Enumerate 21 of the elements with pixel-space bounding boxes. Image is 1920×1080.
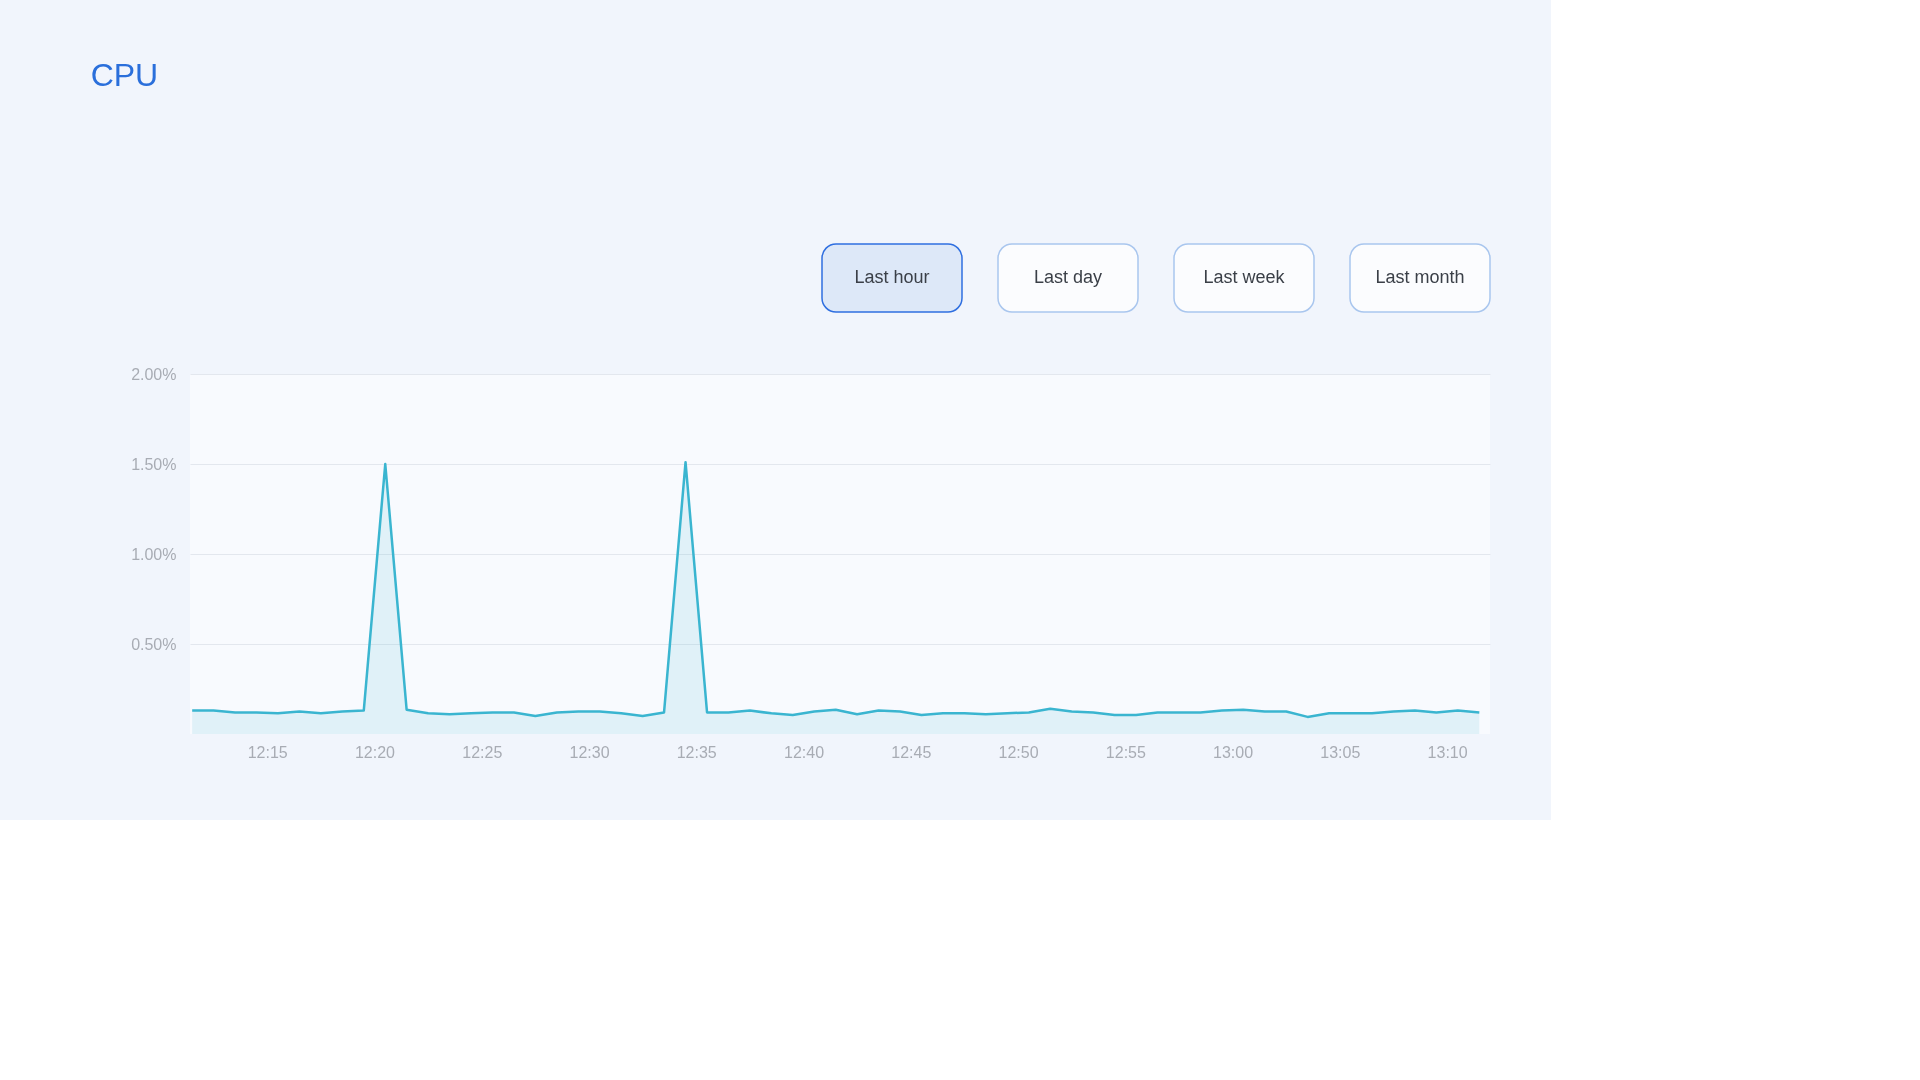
y-tick-label: 1.00% bbox=[131, 545, 177, 563]
x-tick-label: 12:40 bbox=[784, 743, 825, 761]
x-tick-label: 13:05 bbox=[1320, 743, 1361, 761]
x-tick-label: 12:25 bbox=[462, 743, 503, 761]
x-tick-label: 13:00 bbox=[1213, 743, 1254, 761]
text: Last hour bbox=[854, 267, 930, 287]
x-tick-label: 12:55 bbox=[1105, 743, 1146, 761]
y-tick-label: 2.00% bbox=[131, 365, 177, 383]
text: Last week bbox=[1203, 267, 1286, 287]
x-tick-label: 12:35 bbox=[676, 743, 717, 761]
text: Last day bbox=[1033, 267, 1103, 287]
x-tick-label: 12:30 bbox=[569, 743, 610, 761]
chart-title: CPU bbox=[90, 57, 159, 94]
y-tick-label: 1.50% bbox=[131, 455, 177, 473]
x-tick-label: 13:10 bbox=[1427, 743, 1468, 761]
x-tick-label: 12:20 bbox=[354, 743, 396, 761]
y-tick-label: 0.50% bbox=[131, 635, 177, 653]
text: Last month bbox=[1375, 267, 1465, 287]
x-tick-label: 12:50 bbox=[998, 743, 1039, 761]
x-tick-label: 12:15 bbox=[247, 743, 288, 761]
x-tick-label: 12:45 bbox=[891, 743, 932, 761]
